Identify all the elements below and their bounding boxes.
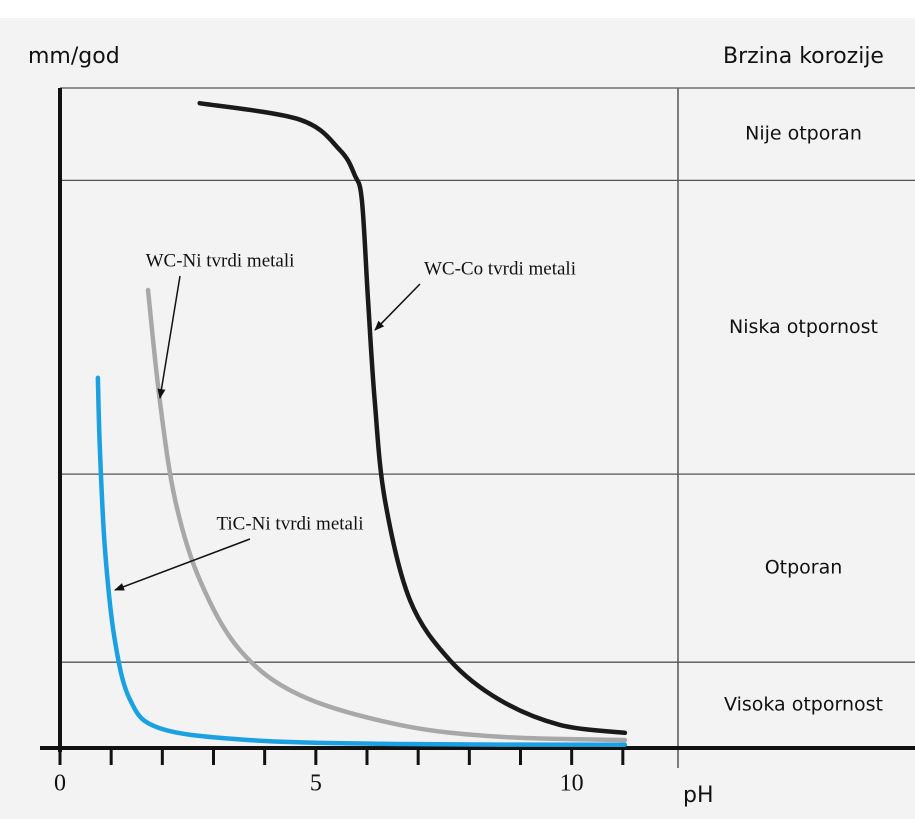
- x-axis-label: pH: [683, 783, 714, 808]
- zone-label: Otporan: [765, 557, 843, 579]
- annotation-arrow: [114, 538, 251, 591]
- annotation-arrow: [374, 283, 421, 331]
- chart-background: [0, 18, 915, 819]
- zone-label: Niska otpornost: [729, 316, 878, 338]
- x-tick-label: 10: [560, 771, 584, 797]
- series-line: [197, 100, 628, 736]
- series-line: [95, 375, 628, 747]
- series-annotation: WC-Ni tvrdi metali: [146, 250, 295, 271]
- zone-label: Nije otporan: [745, 123, 862, 145]
- x-tick-label: 5: [310, 771, 322, 797]
- series-annotation: WC-Co tvrdi metali: [424, 258, 576, 279]
- series-annotation: TiC-Ni tvrdi metali: [216, 513, 363, 534]
- x-tick-label: 0: [54, 771, 66, 797]
- zone-title: Brzina korozije: [723, 44, 884, 69]
- annotation-arrow: [157, 275, 181, 399]
- series-line: [145, 287, 628, 743]
- zone-label: Visoka otpornost: [724, 694, 883, 716]
- y-axis-label: mm/god: [28, 44, 120, 69]
